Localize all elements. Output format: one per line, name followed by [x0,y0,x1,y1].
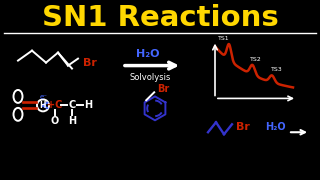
Text: H: H [40,101,46,110]
Text: TS2: TS2 [250,57,261,62]
Text: +C: +C [47,100,63,110]
Text: TS1: TS1 [218,36,230,41]
Text: Br: Br [236,122,250,132]
Text: H: H [84,100,92,110]
Text: H₂O: H₂O [265,122,285,132]
Text: Br: Br [83,58,97,68]
Text: O: O [51,116,59,126]
Text: Br: Br [157,84,170,94]
Text: H: H [68,116,76,126]
Text: TS3: TS3 [271,67,283,72]
Text: Solvolysis: Solvolysis [129,73,171,82]
Text: SN1 Reactions: SN1 Reactions [42,4,278,32]
Text: e⁻: e⁻ [40,94,48,100]
Text: H₂O: H₂O [136,49,160,59]
Text: C: C [68,100,76,110]
